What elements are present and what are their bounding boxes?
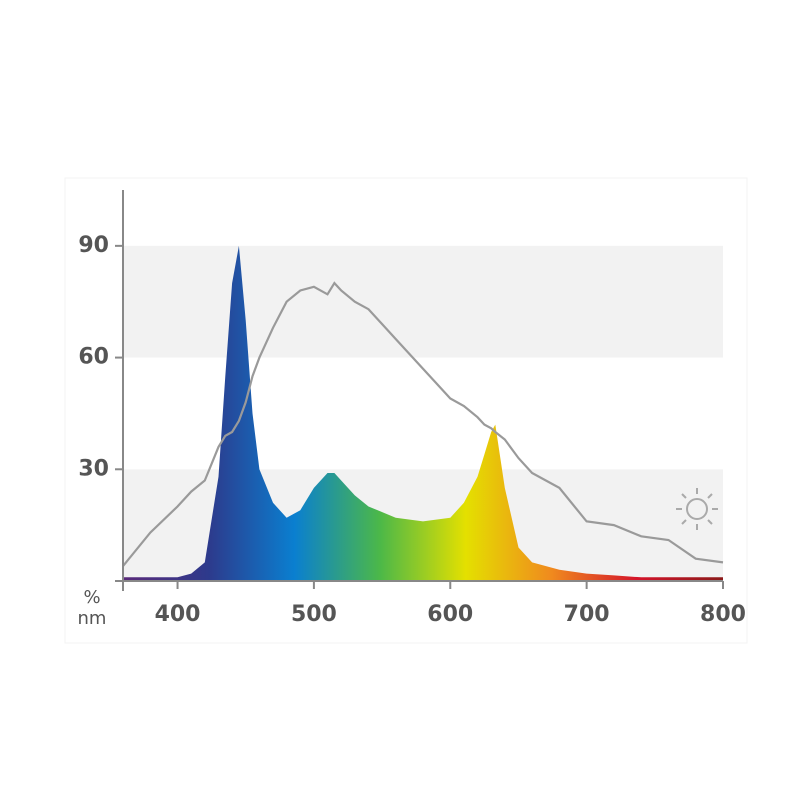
spectrum-area (123, 245, 723, 581)
reference-line (122, 281, 724, 567)
x-tick-label: 800 (700, 602, 746, 627)
band (123, 245, 723, 358)
x-tick-label: 600 (427, 602, 473, 627)
x-tick-label: 700 (564, 602, 610, 627)
x-tick-label: 500 (291, 602, 337, 627)
x-tick-label: 400 (155, 602, 201, 627)
y-unit: % (83, 587, 100, 608)
y-tick-label: 90 (78, 233, 109, 258)
y-tick-label: 60 (78, 345, 109, 370)
band (123, 357, 723, 470)
sun-icon (676, 488, 718, 530)
y-tick-label: 30 (78, 456, 109, 481)
x-unit: nm (78, 608, 107, 629)
